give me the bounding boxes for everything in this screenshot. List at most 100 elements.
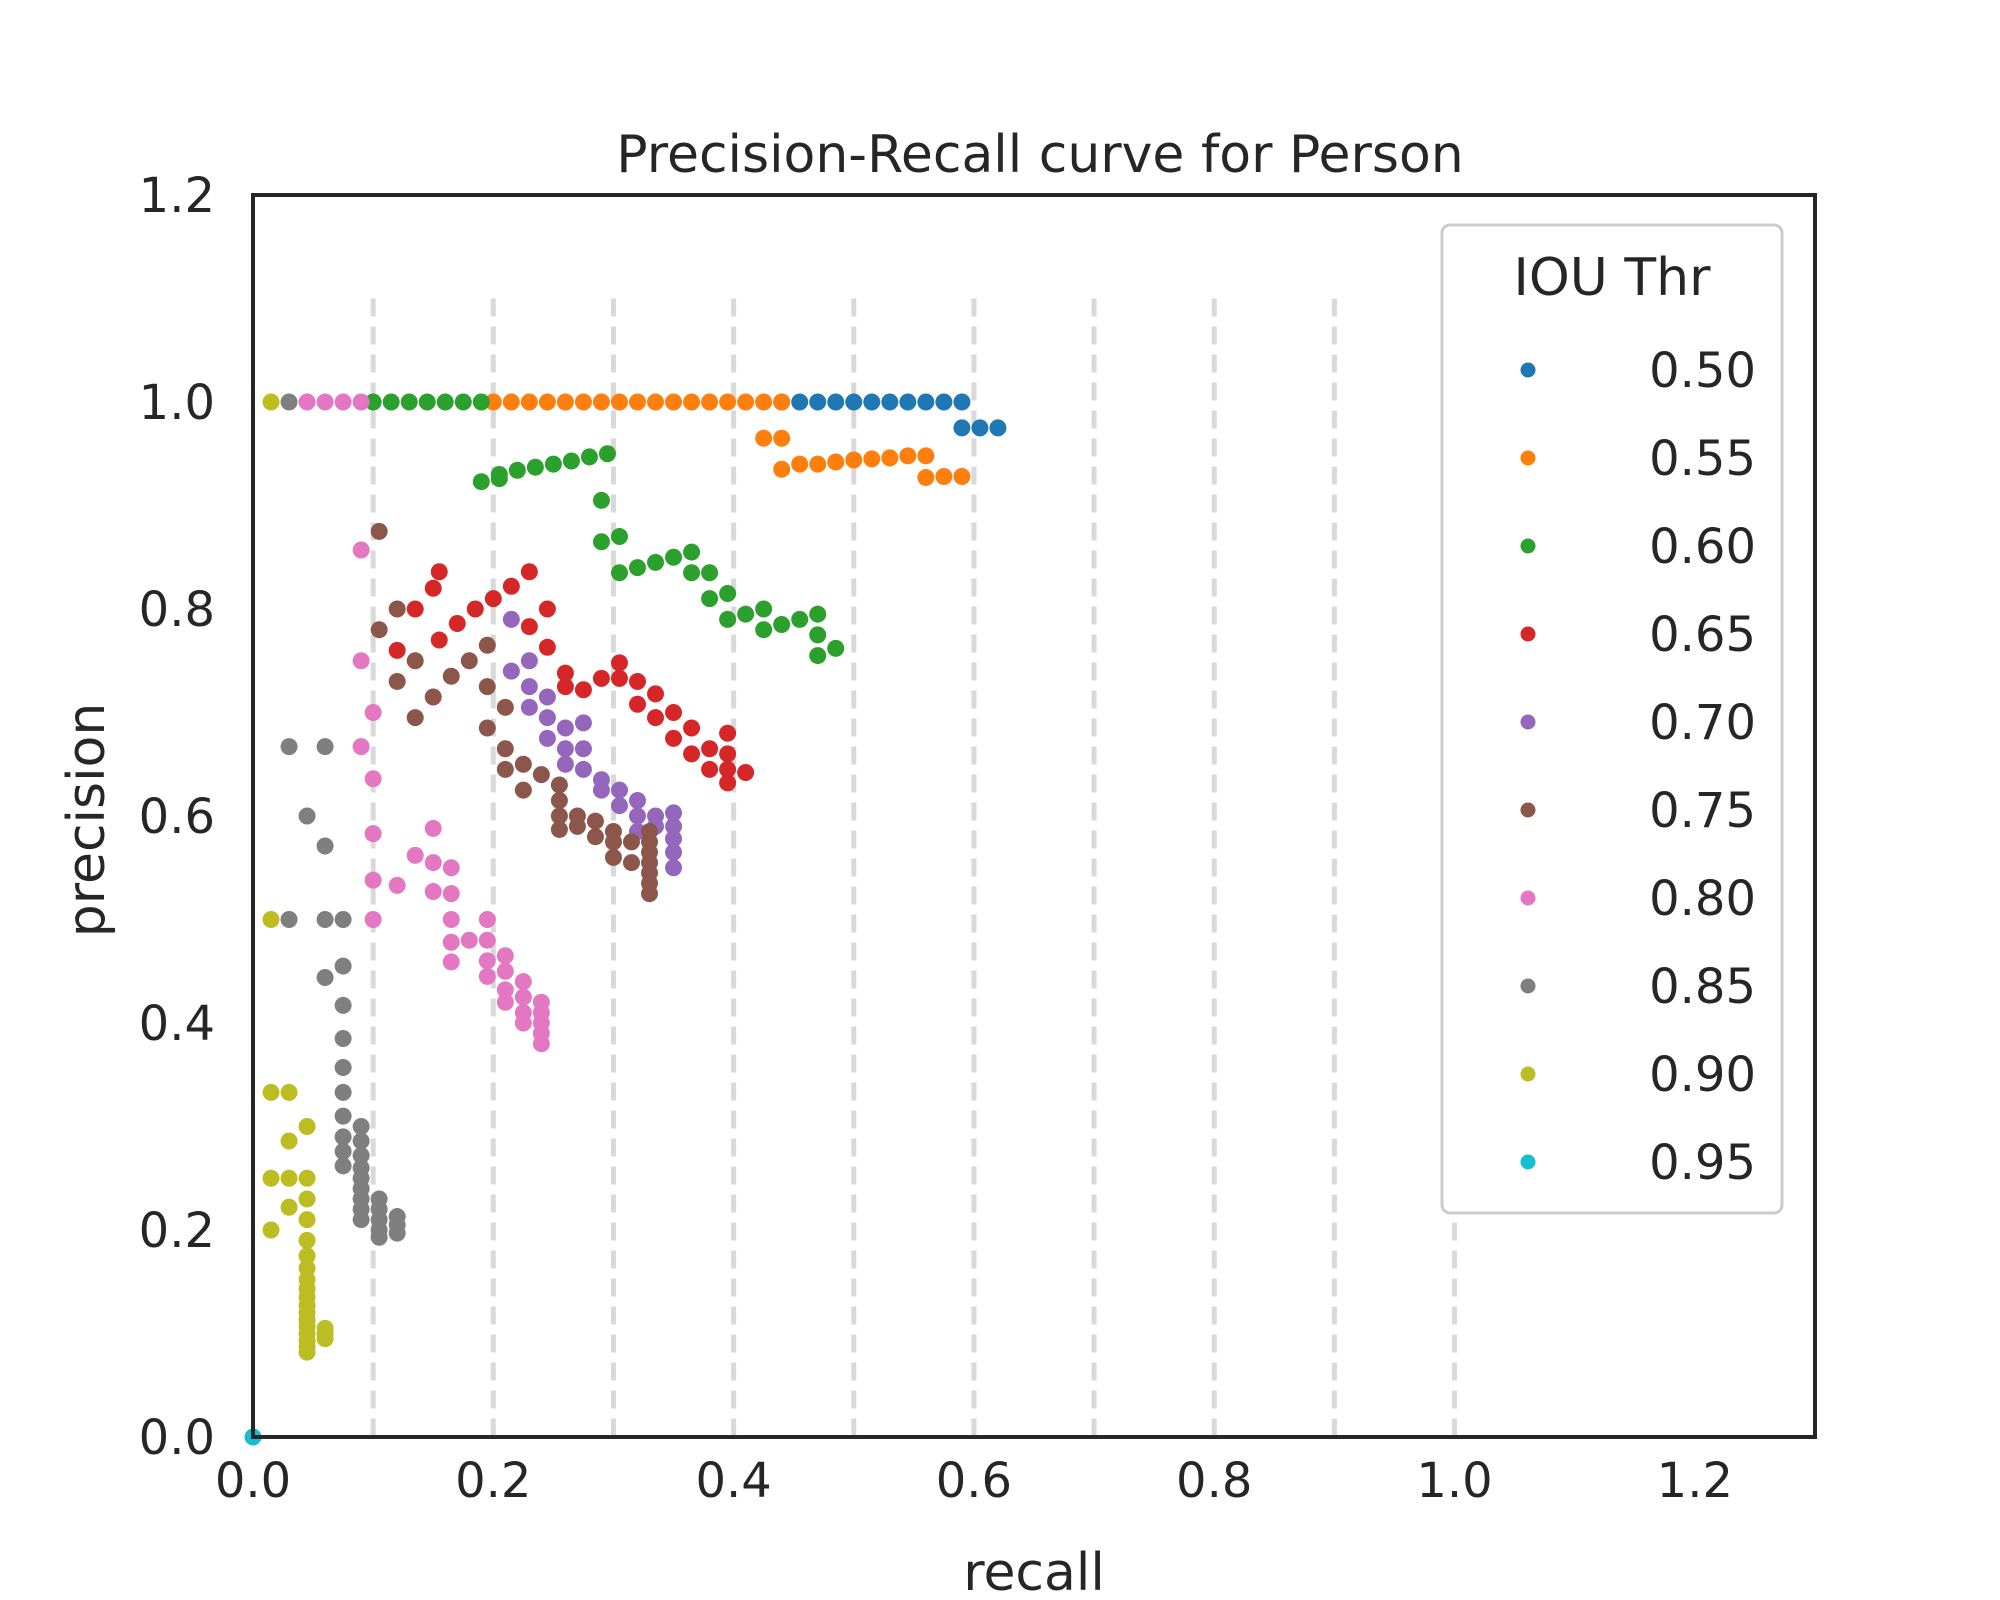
data-point — [701, 590, 719, 608]
data-point — [280, 1132, 298, 1150]
legend: IOU Thr 0.50 0.55 0.60 0.65 0.70 0.75 0.80 0.85… — [1440, 223, 1784, 1215]
data-point — [490, 465, 508, 483]
data-point — [478, 952, 496, 970]
data-point — [364, 911, 382, 928]
data-point — [478, 911, 496, 928]
data-point — [899, 393, 917, 411]
data-point — [466, 600, 484, 618]
series-0.90 — [262, 393, 334, 1361]
data-point — [514, 973, 532, 991]
data-point — [737, 764, 755, 782]
data-point — [592, 393, 610, 411]
data-point — [592, 771, 610, 789]
data-point — [610, 781, 628, 799]
data-point — [352, 1211, 370, 1229]
data-point — [472, 393, 490, 411]
data-point — [544, 455, 562, 473]
data-point — [442, 933, 460, 951]
data-point — [472, 473, 490, 491]
data-point — [610, 797, 628, 815]
legend-label: 0.55 — [1649, 431, 1756, 487]
data-point — [334, 957, 352, 975]
data-point — [701, 564, 719, 582]
data-point — [665, 729, 683, 747]
data-point — [442, 911, 460, 928]
data-point — [514, 988, 532, 1006]
legend-label: 0.75 — [1649, 783, 1756, 839]
series-0.85 — [280, 393, 406, 1246]
data-point — [334, 1107, 352, 1125]
data-point — [556, 755, 574, 773]
data-point — [388, 1224, 406, 1242]
chart-title: Precision-Recall curve for Person — [616, 125, 1463, 185]
data-point — [484, 590, 502, 608]
data-point — [334, 1059, 352, 1077]
data-point — [556, 719, 574, 737]
data-point — [574, 393, 592, 411]
data-point — [610, 654, 628, 672]
data-point — [316, 738, 334, 756]
data-point — [298, 1231, 316, 1249]
data-point — [665, 548, 683, 566]
legend-label: 0.60 — [1649, 519, 1756, 575]
data-point — [755, 429, 773, 447]
data-point — [773, 429, 791, 447]
data-point — [406, 709, 424, 727]
data-point — [550, 776, 568, 794]
data-point — [406, 652, 424, 670]
data-point — [953, 393, 971, 411]
data-point — [556, 664, 574, 682]
legend-marker — [1520, 362, 1536, 378]
data-point — [592, 669, 610, 687]
data-point — [370, 1228, 388, 1246]
legend-marker — [1520, 802, 1536, 818]
data-point — [586, 812, 604, 830]
legend-label: 0.85 — [1649, 959, 1756, 1015]
data-point — [352, 1132, 370, 1150]
data-point — [935, 468, 953, 486]
data-point — [755, 621, 773, 639]
data-point — [298, 1211, 316, 1229]
data-point — [628, 807, 646, 825]
legend-marker — [1520, 1154, 1536, 1170]
data-point — [574, 681, 592, 699]
data-point — [562, 452, 580, 470]
data-point — [538, 688, 556, 706]
data-point — [809, 393, 827, 411]
data-point — [502, 393, 520, 411]
data-point — [382, 393, 400, 411]
data-point — [647, 393, 665, 411]
data-point — [719, 610, 737, 628]
data-point — [496, 740, 514, 758]
legend-label: 0.95 — [1649, 1135, 1756, 1191]
data-point — [989, 419, 1007, 437]
data-point — [496, 947, 514, 965]
data-point — [388, 641, 406, 659]
data-point — [574, 760, 592, 778]
data-point — [424, 819, 442, 837]
y-axis-label: precision — [57, 703, 117, 938]
data-point — [899, 447, 917, 465]
data-point — [532, 1035, 550, 1053]
data-point — [352, 1146, 370, 1164]
data-point — [665, 393, 683, 411]
data-point — [701, 740, 719, 758]
data-point — [604, 848, 622, 866]
data-point — [719, 774, 737, 792]
data-point — [436, 393, 454, 411]
legend-box — [1440, 223, 1784, 1215]
data-point — [755, 393, 773, 411]
data-point — [538, 709, 556, 727]
data-point — [280, 1083, 298, 1101]
data-point — [809, 626, 827, 644]
legend-marker — [1520, 538, 1536, 554]
data-point — [592, 533, 610, 551]
data-point — [502, 662, 520, 680]
data-point — [538, 393, 556, 411]
data-point — [622, 833, 640, 851]
data-point — [496, 993, 514, 1011]
data-point — [496, 962, 514, 980]
plot-frame — [251, 193, 1817, 1439]
legend-label: 0.70 — [1649, 695, 1756, 751]
